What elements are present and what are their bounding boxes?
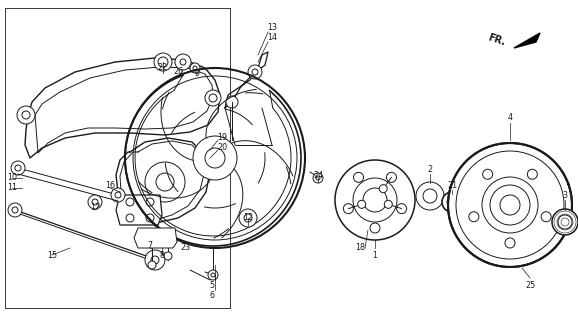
Circle shape bbox=[397, 204, 407, 214]
Circle shape bbox=[239, 209, 257, 227]
Text: 6: 6 bbox=[209, 291, 214, 300]
Circle shape bbox=[552, 209, 578, 235]
Text: 17: 17 bbox=[90, 203, 100, 212]
Text: 16: 16 bbox=[105, 180, 115, 189]
Circle shape bbox=[387, 172, 397, 182]
Text: 7: 7 bbox=[147, 241, 153, 250]
Circle shape bbox=[88, 195, 102, 209]
Circle shape bbox=[353, 178, 397, 222]
Circle shape bbox=[469, 212, 479, 222]
Circle shape bbox=[8, 203, 22, 217]
Circle shape bbox=[208, 270, 218, 280]
Circle shape bbox=[379, 185, 387, 193]
Text: FR.: FR. bbox=[487, 32, 507, 48]
Circle shape bbox=[541, 212, 551, 222]
Circle shape bbox=[358, 200, 366, 208]
Circle shape bbox=[343, 204, 353, 214]
Text: 10: 10 bbox=[7, 173, 17, 182]
Circle shape bbox=[190, 63, 200, 73]
Text: 1: 1 bbox=[372, 251, 377, 260]
Text: 25: 25 bbox=[525, 281, 535, 290]
Circle shape bbox=[335, 160, 415, 240]
Circle shape bbox=[490, 185, 530, 225]
Circle shape bbox=[17, 106, 35, 124]
Text: 14: 14 bbox=[267, 34, 277, 43]
Text: 20: 20 bbox=[217, 143, 227, 153]
Text: 8: 8 bbox=[160, 251, 165, 260]
Text: 19: 19 bbox=[217, 133, 227, 142]
Text: 5: 5 bbox=[209, 281, 214, 290]
Circle shape bbox=[313, 173, 323, 183]
Polygon shape bbox=[116, 195, 162, 225]
Circle shape bbox=[200, 143, 210, 153]
Text: 2: 2 bbox=[428, 165, 432, 174]
Circle shape bbox=[175, 54, 191, 70]
Text: 18: 18 bbox=[355, 244, 365, 252]
Circle shape bbox=[145, 162, 185, 202]
Circle shape bbox=[207, 153, 217, 163]
Circle shape bbox=[447, 197, 457, 207]
Text: 11: 11 bbox=[7, 183, 17, 193]
Circle shape bbox=[111, 188, 125, 202]
Circle shape bbox=[22, 111, 30, 119]
Text: 24: 24 bbox=[313, 171, 323, 180]
Text: 3: 3 bbox=[562, 190, 568, 199]
Circle shape bbox=[558, 215, 572, 229]
Text: 15: 15 bbox=[47, 251, 57, 260]
Polygon shape bbox=[134, 228, 177, 248]
Circle shape bbox=[505, 238, 515, 248]
Circle shape bbox=[226, 96, 238, 108]
Circle shape bbox=[148, 261, 156, 269]
Circle shape bbox=[370, 223, 380, 233]
Circle shape bbox=[384, 200, 392, 208]
Text: 4: 4 bbox=[507, 114, 513, 123]
Circle shape bbox=[11, 161, 25, 175]
Circle shape bbox=[416, 182, 444, 210]
Text: 26: 26 bbox=[173, 68, 183, 76]
Circle shape bbox=[448, 143, 572, 267]
Text: 13: 13 bbox=[267, 23, 277, 33]
Text: 23: 23 bbox=[180, 244, 190, 252]
Circle shape bbox=[354, 172, 364, 182]
Circle shape bbox=[203, 163, 213, 173]
Circle shape bbox=[154, 53, 172, 71]
Circle shape bbox=[145, 250, 165, 270]
Text: 21: 21 bbox=[447, 181, 457, 190]
Polygon shape bbox=[514, 33, 540, 48]
Circle shape bbox=[164, 252, 172, 260]
Text: 22: 22 bbox=[158, 63, 168, 73]
Text: 9: 9 bbox=[194, 68, 199, 77]
Circle shape bbox=[248, 65, 262, 79]
Circle shape bbox=[193, 136, 237, 180]
Circle shape bbox=[442, 192, 462, 212]
Circle shape bbox=[156, 173, 174, 191]
Circle shape bbox=[527, 169, 538, 179]
Circle shape bbox=[483, 169, 492, 179]
Circle shape bbox=[205, 90, 221, 106]
Text: 12: 12 bbox=[243, 213, 253, 222]
Circle shape bbox=[158, 57, 168, 67]
